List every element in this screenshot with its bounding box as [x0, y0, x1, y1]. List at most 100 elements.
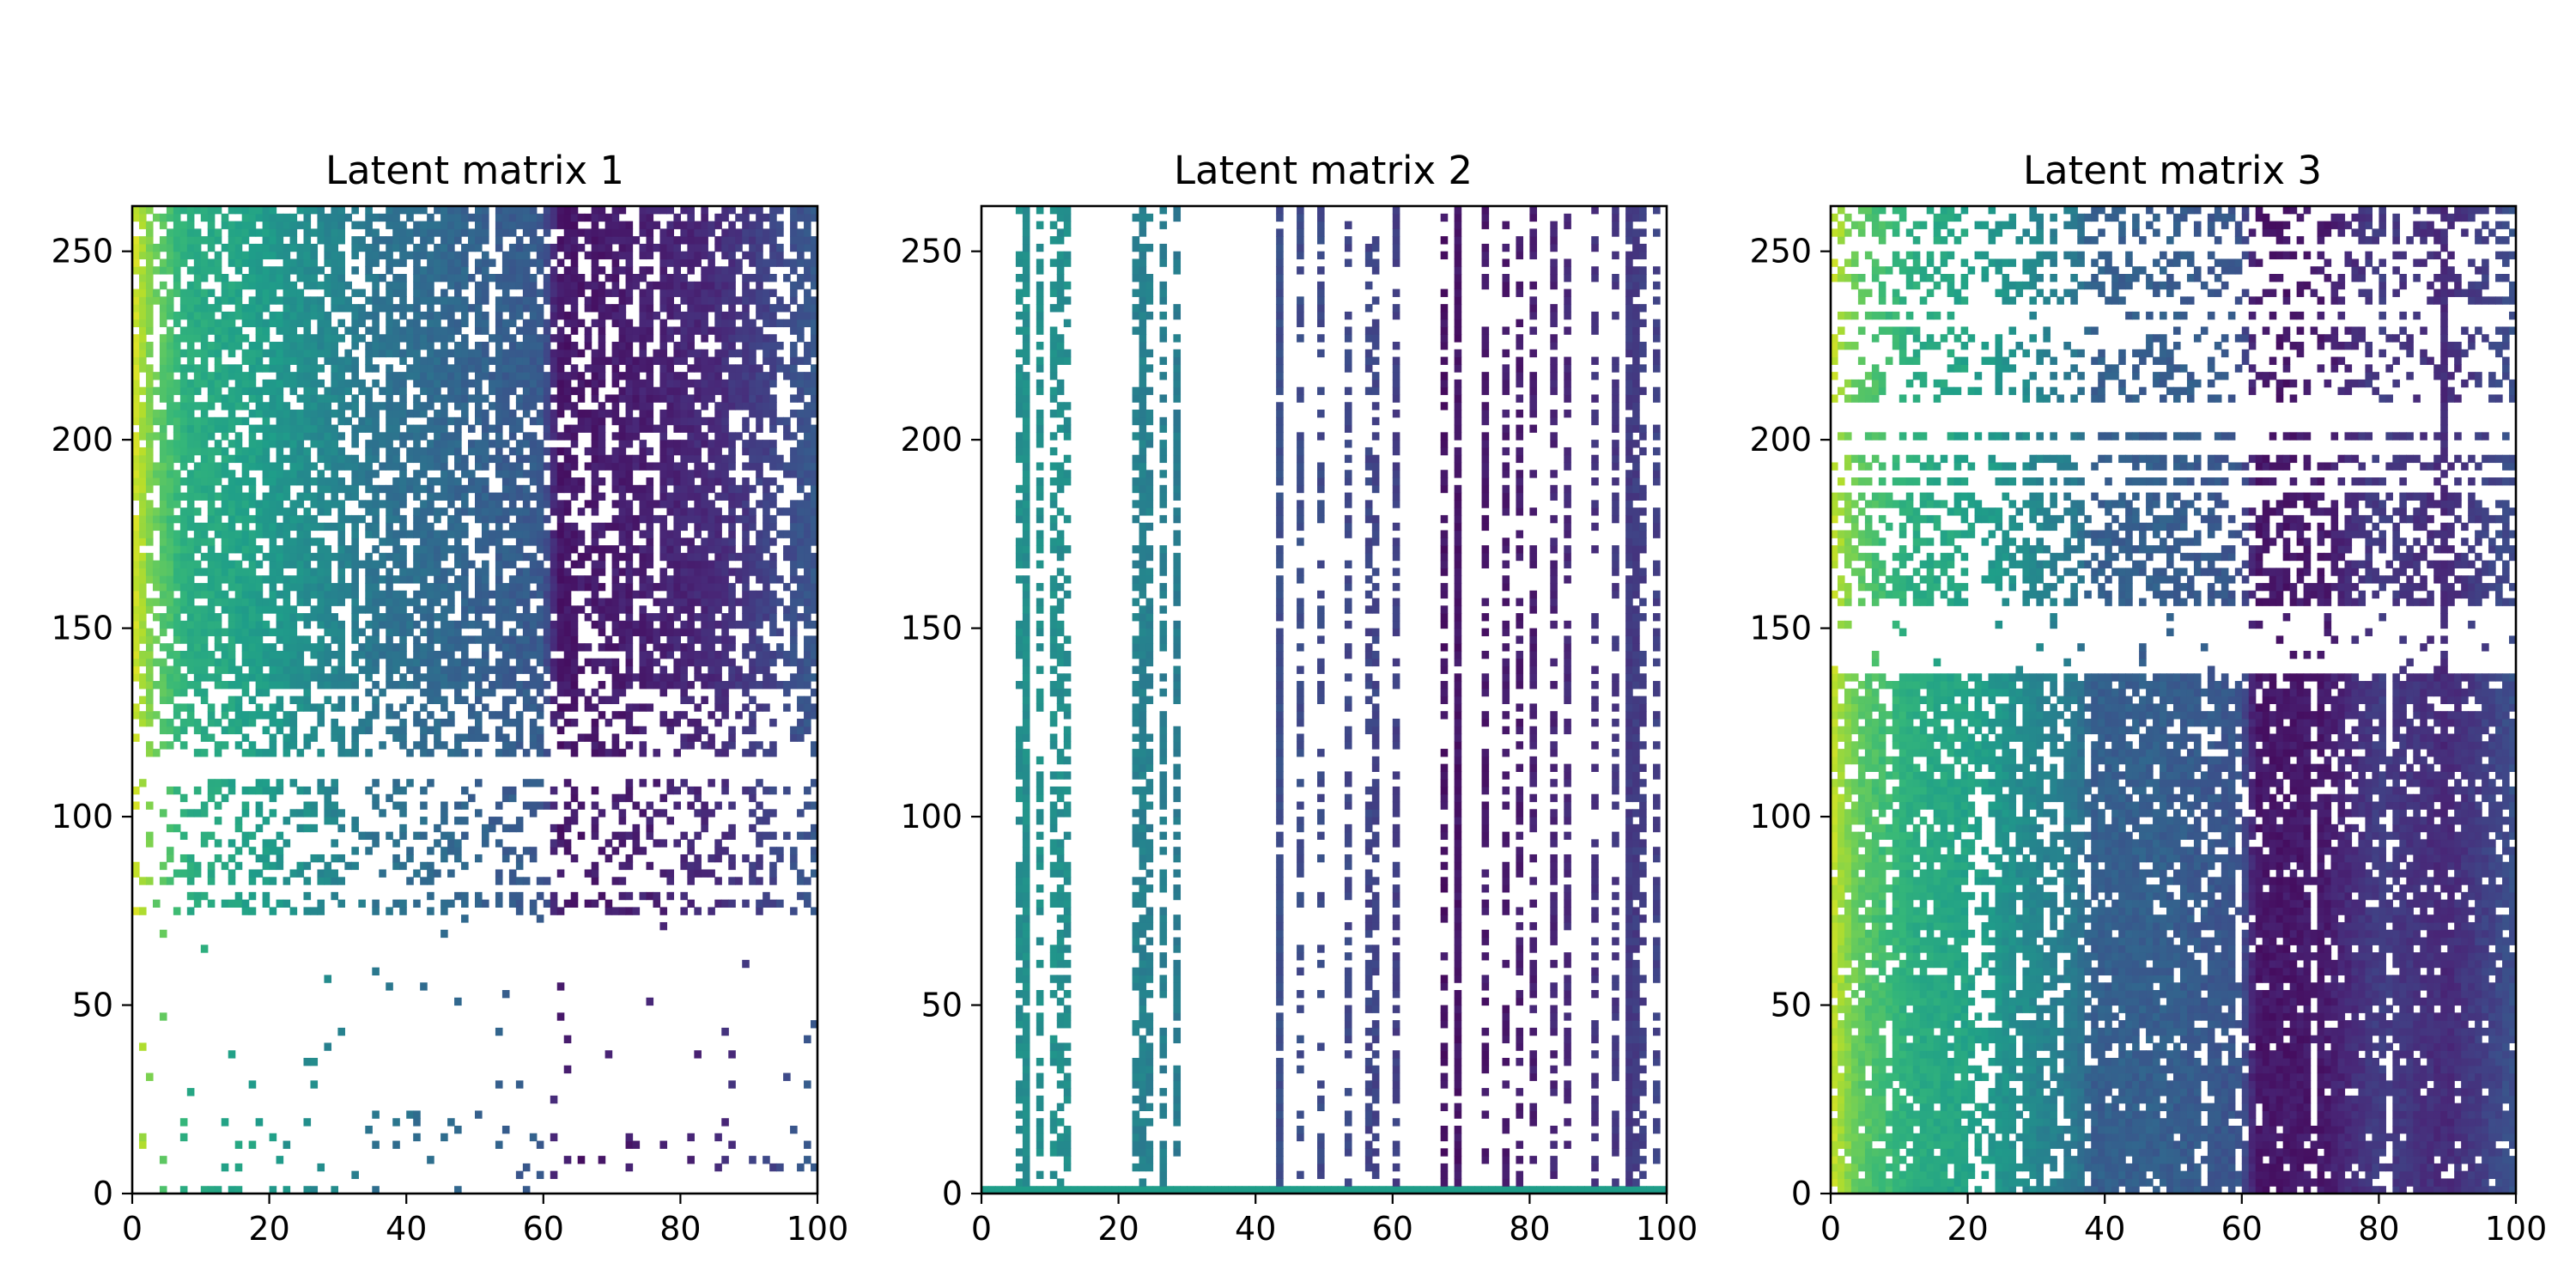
- heatmap-cell: [386, 907, 393, 915]
- heatmap-cell: [762, 681, 770, 690]
- heatmap-cell: [508, 386, 517, 396]
- heatmap-cell: [283, 514, 291, 524]
- heatmap-cell: [454, 507, 462, 516]
- heatmap-cell: [173, 538, 181, 546]
- heatmap-cell: [687, 718, 695, 727]
- heatmap-cell: [145, 801, 154, 810]
- heatmap-cell: [501, 635, 510, 644]
- heatmap-cell: [721, 620, 729, 629]
- heatmap-cell: [701, 296, 708, 305]
- heatmap-cell: [159, 1012, 167, 1021]
- heatmap-cell: [317, 379, 325, 388]
- heatmap-cell: [769, 462, 777, 471]
- heatmap-cell: [399, 484, 407, 494]
- heatmap-cell: [262, 628, 270, 636]
- heatmap-cell: [337, 809, 345, 817]
- heatmap-cell: [522, 568, 531, 576]
- heatmap-cell: [392, 861, 400, 871]
- heatmap-cell: [756, 470, 763, 478]
- heatmap-cell: [673, 304, 681, 313]
- heatmap-cell: [159, 386, 167, 396]
- heatmap-cell: [708, 809, 715, 817]
- heatmap-cell: [166, 326, 174, 335]
- heatmap-cell: [728, 500, 736, 508]
- heatmap-cell: [166, 379, 174, 388]
- heatmap-cell: [351, 696, 359, 704]
- heatmap-cell: [673, 711, 681, 720]
- heatmap-cell: [570, 628, 579, 636]
- heatmap-cell: [653, 582, 661, 592]
- heatmap-cell: [653, 394, 661, 403]
- heatmap-cell: [481, 839, 489, 848]
- heatmap-cell: [420, 741, 428, 750]
- heatmap-cell: [749, 786, 756, 795]
- heatmap-cell: [584, 696, 592, 704]
- heatmap-cell: [570, 349, 579, 358]
- heatmap-cell: [625, 605, 634, 614]
- heatmap-cell: [790, 462, 798, 471]
- heatmap-cell: [200, 538, 209, 546]
- heatmap-cell: [351, 402, 359, 410]
- heatmap-cell: [173, 703, 181, 712]
- heatmap-cell: [303, 673, 312, 682]
- heatmap-cell: [283, 492, 291, 501]
- heatmap-cell: [228, 658, 236, 667]
- heatmap-cell: [618, 688, 627, 697]
- heatmap-cell: [632, 522, 641, 532]
- heatmap-cell: [639, 304, 647, 313]
- heatmap-cell: [591, 364, 599, 373]
- heatmap-cell: [276, 575, 284, 584]
- heatmap-cell: [283, 372, 291, 380]
- heatmap-cell: [563, 462, 572, 471]
- heatmap-cell: [420, 786, 428, 795]
- heatmap-cell: [749, 326, 756, 335]
- heatmap-cell: [646, 801, 654, 810]
- heatmap-cell: [659, 394, 668, 403]
- heatmap-cell: [159, 319, 167, 328]
- heatmap-cell: [365, 786, 373, 795]
- heatmap-cell: [481, 372, 489, 380]
- heatmap-cell: [296, 296, 305, 305]
- heatmap-cell: [372, 304, 380, 313]
- heatmap-cell: [324, 560, 332, 568]
- heatmap-cell: [179, 688, 188, 697]
- heatmap-cell: [694, 500, 702, 508]
- heatmap-cell: [728, 311, 736, 320]
- heatmap-cell: [501, 372, 510, 380]
- heatmap-cell: [276, 718, 284, 727]
- heatmap-cell: [427, 372, 434, 380]
- heatmap-cell: [351, 326, 359, 335]
- heatmap-cell: [536, 311, 544, 320]
- heatmap-cell: [598, 364, 606, 373]
- heatmap-cell: [618, 311, 627, 320]
- heatmap-cell: [248, 568, 257, 576]
- heatmap-cell: [701, 514, 708, 524]
- heatmap-cell: [420, 817, 428, 825]
- heatmap-cell: [434, 514, 441, 524]
- heatmap-cell: [714, 304, 722, 313]
- heatmap-cell: [701, 492, 708, 501]
- heatmap-cell: [179, 530, 188, 538]
- heatmap-cell: [351, 484, 359, 494]
- heatmap-cell: [454, 326, 462, 335]
- heatmap-cell: [399, 726, 407, 735]
- heatmap-cell: [701, 386, 708, 396]
- heatmap-cell: [714, 530, 722, 538]
- heatmap-cell: [365, 410, 373, 418]
- heatmap-cell: [611, 907, 620, 915]
- heatmap-cell: [317, 620, 325, 629]
- heatmap-cell: [611, 749, 620, 757]
- heatmap-cell: [200, 628, 209, 636]
- heatmap-cell: [756, 703, 763, 712]
- heatmap-cell: [186, 545, 195, 554]
- heatmap-cell: [804, 801, 811, 810]
- heatmap-cell: [515, 342, 524, 350]
- heatmap-cell: [666, 500, 675, 508]
- heatmap-cell: [756, 447, 763, 456]
- heatmap-cell: [536, 356, 544, 365]
- heatmap-cell: [365, 598, 373, 606]
- heatmap-cell: [577, 386, 586, 396]
- heatmap-cell: [159, 432, 167, 440]
- heatmap-cell: [337, 372, 345, 380]
- heatmap-cell: [440, 454, 448, 464]
